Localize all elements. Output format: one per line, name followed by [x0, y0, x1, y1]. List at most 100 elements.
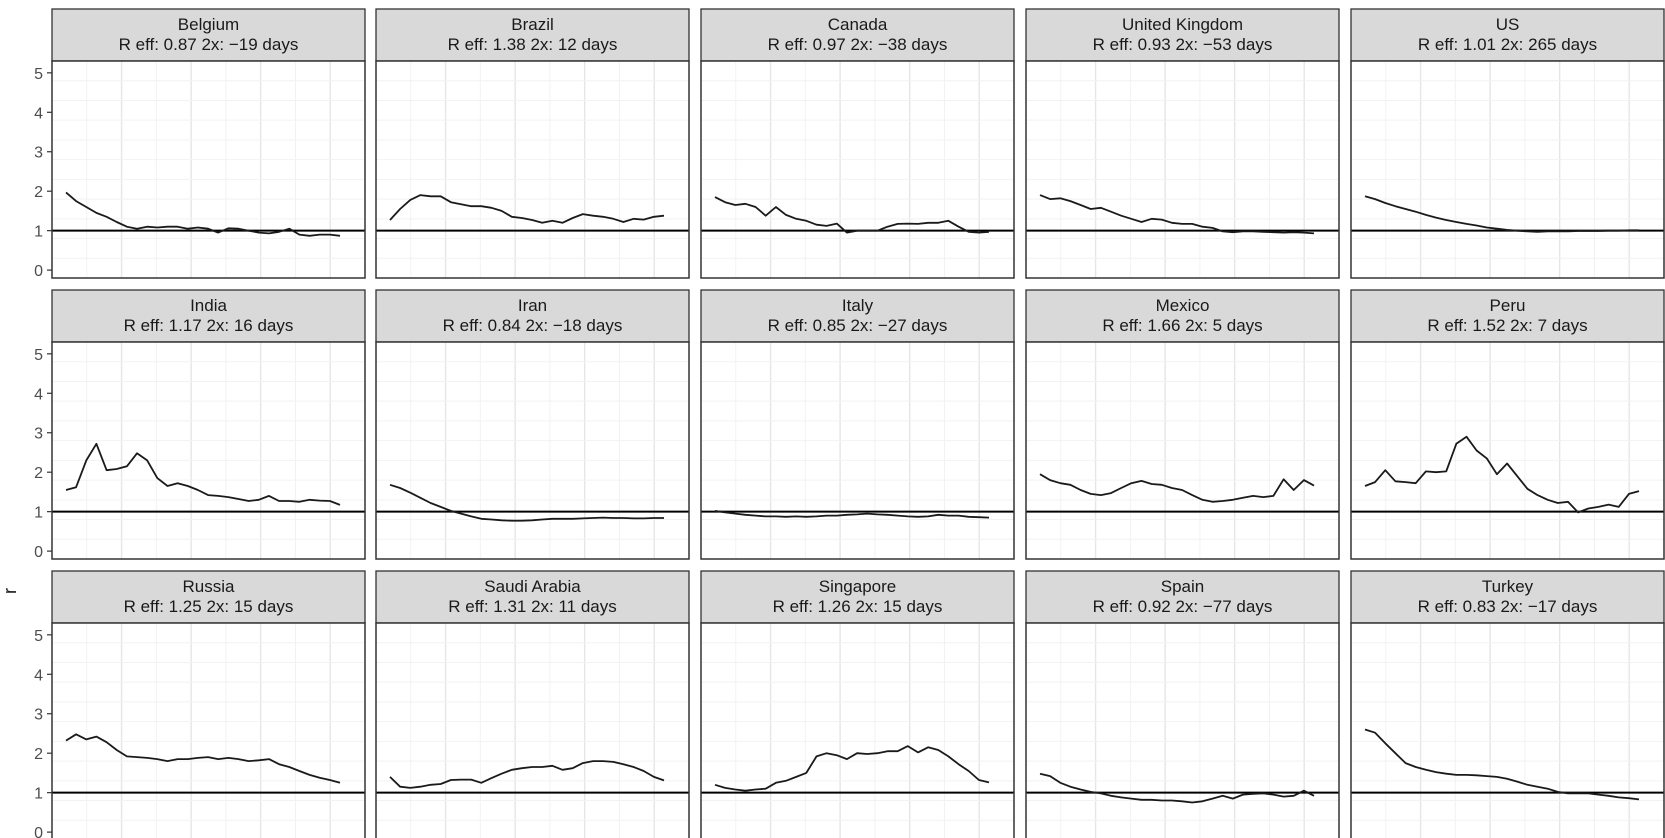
- series-line-russia: [65, 733, 341, 784]
- y-tick-label: 5: [34, 347, 43, 364]
- plot-background: [52, 61, 365, 278]
- facet-strip-title: Brazil: [511, 15, 554, 34]
- panel-border: [375, 60, 690, 279]
- y-tick-label: 2: [34, 184, 43, 201]
- facet-strip-title: Spain: [1161, 577, 1204, 596]
- facet-strip: [700, 8, 1015, 62]
- series-line-saudi-arabia: [389, 760, 665, 789]
- panel-border: [51, 622, 366, 838]
- series-line-mexico: [1039, 473, 1315, 503]
- plot-background: [1351, 342, 1664, 559]
- panel-border: [1025, 622, 1340, 838]
- plot-background: [701, 342, 1014, 559]
- series-line-peru: [1364, 435, 1640, 514]
- facet-strip-title: Belgium: [178, 15, 239, 34]
- facet-strip-subtitle: R eff: 1.52 2x: 7 days: [1427, 316, 1587, 335]
- plot-background: [52, 623, 365, 838]
- panel-border: [1350, 60, 1665, 279]
- facet-strip: [1025, 8, 1340, 62]
- facet-strip-subtitle: R eff: 0.85 2x: −27 days: [768, 316, 948, 335]
- facet-strip-subtitle: R eff: 1.26 2x: 15 days: [773, 597, 943, 616]
- facet-strip-title: Peru: [1490, 296, 1526, 315]
- facet-strip-subtitle: R eff: 1.31 2x: 11 days: [448, 597, 617, 616]
- facet-strip: [1350, 8, 1665, 62]
- y-tick-label: 2: [34, 746, 43, 763]
- y-tick-label: 2: [34, 465, 43, 482]
- series-line-spain: [1039, 772, 1315, 804]
- facet-strip: [700, 289, 1015, 343]
- y-tick-label: 3: [34, 426, 43, 443]
- facet-strip-subtitle: R eff: 1.25 2x: 15 days: [124, 597, 294, 616]
- panel-border: [51, 60, 366, 279]
- y-tick-label: 1: [34, 224, 43, 241]
- series-line-united-kingdom: [1039, 194, 1315, 235]
- facet-panel-us: USR eff: 1.01 2x: 265 days: [1350, 8, 1665, 279]
- y-tick-label: 3: [34, 145, 43, 162]
- facet-strip-title: US: [1496, 15, 1520, 34]
- panel-border: [700, 622, 1015, 838]
- facet-strip: [1025, 289, 1340, 343]
- facet-strip: [1350, 289, 1665, 343]
- facet-strip-title: Turkey: [1482, 577, 1534, 596]
- series-line-iran: [389, 483, 664, 522]
- y-tick-label: 5: [34, 66, 43, 83]
- plot-background: [1026, 342, 1339, 559]
- facet-strip-subtitle: R eff: 0.97 2x: −38 days: [768, 35, 948, 54]
- plot-background: [52, 342, 365, 559]
- facet-strip-subtitle: R eff: 1.17 2x: 16 days: [124, 316, 294, 335]
- facet-strip-title: Singapore: [819, 577, 897, 596]
- y-tick-label: 3: [34, 707, 43, 724]
- series-line-canada: [714, 196, 990, 234]
- plot-background: [376, 342, 689, 559]
- panel-border: [1350, 622, 1665, 838]
- facet-strip-title: Saudi Arabia: [484, 577, 581, 596]
- facet-strip-title: Mexico: [1156, 296, 1210, 315]
- facet-strip: [1350, 570, 1665, 624]
- y-tick-label: 0: [34, 544, 43, 561]
- facet-strip-subtitle: R eff: 1.66 2x: 5 days: [1102, 316, 1262, 335]
- panel-border: [700, 60, 1015, 279]
- plot-background: [376, 61, 689, 278]
- facet-strip: [375, 289, 690, 343]
- panel-border: [375, 622, 690, 838]
- series-line-belgium: [65, 191, 341, 237]
- facet-strip-title: India: [190, 296, 227, 315]
- plot-background: [701, 61, 1014, 278]
- series-line-singapore: [714, 745, 990, 792]
- facet-strip-title: Iran: [518, 296, 547, 315]
- series-line-us: [1364, 195, 1639, 233]
- facet-strip: [700, 570, 1015, 624]
- series-line-india: [65, 442, 341, 506]
- y-tick-label: 0: [34, 825, 43, 838]
- plot-background: [1351, 623, 1664, 838]
- y-tick-label: 4: [34, 105, 43, 122]
- facet-strip-subtitle: R eff: 0.93 2x: −53 days: [1093, 35, 1273, 54]
- series-line-italy: [714, 510, 990, 519]
- plot-background: [701, 623, 1014, 838]
- panel-border: [1350, 341, 1665, 560]
- y-tick-label: 1: [34, 505, 43, 522]
- facet-strip-title: United Kingdom: [1122, 15, 1243, 34]
- panel-border: [1025, 60, 1340, 279]
- y-tick-label: 4: [34, 386, 43, 403]
- facet-strip-title: Russia: [183, 577, 236, 596]
- y-tick-label: 0: [34, 263, 43, 280]
- y-axis-title-text: r: [0, 588, 20, 594]
- facet-strip-subtitle: R eff: 0.87 2x: −19 days: [119, 35, 299, 54]
- facet-strip: [375, 570, 690, 624]
- facet-strip-subtitle: R eff: 0.84 2x: −18 days: [443, 316, 623, 335]
